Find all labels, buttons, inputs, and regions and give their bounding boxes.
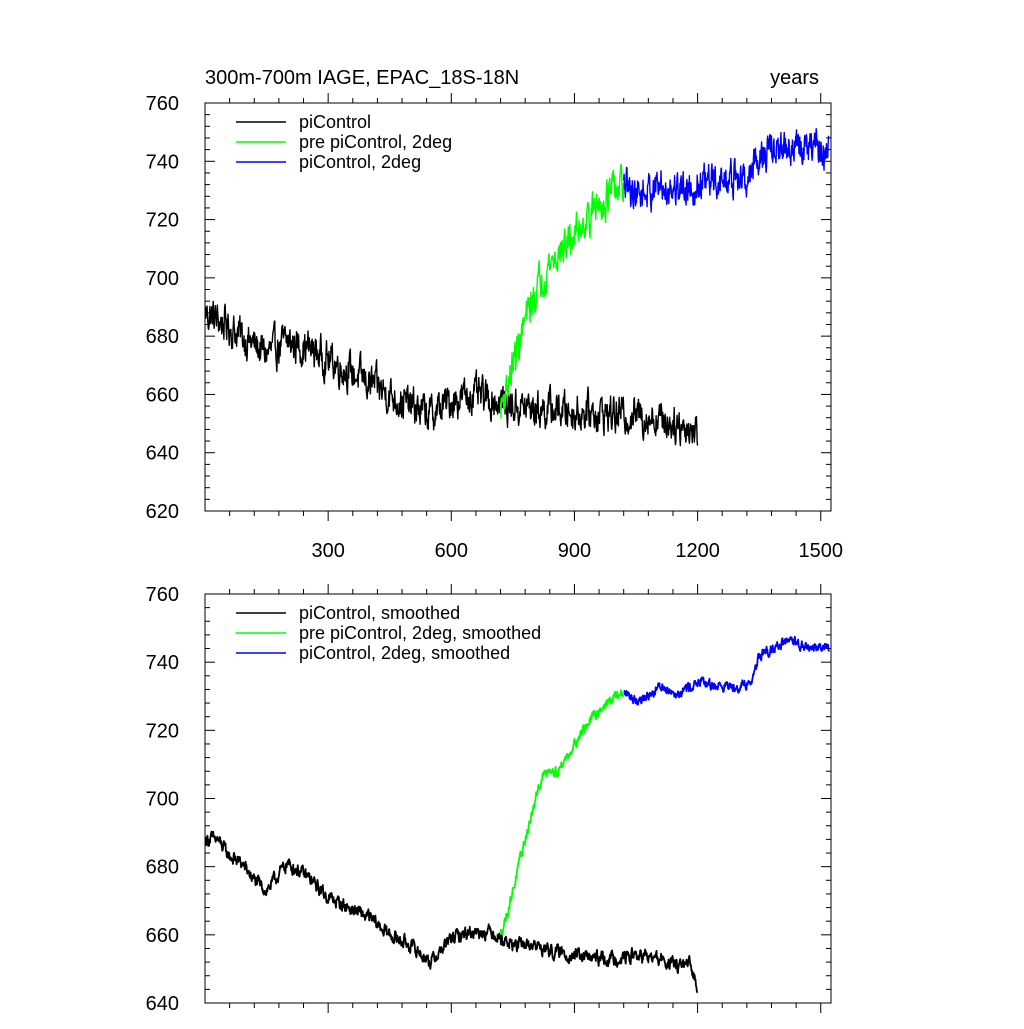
y-tick-label: 740 (146, 652, 179, 674)
y-tick-label: 620 (146, 501, 179, 523)
series-line-3 (623, 635, 830, 706)
legend-label-1: piControl, smoothed (299, 603, 460, 623)
legend-label-3: piControl, 2deg (299, 152, 421, 172)
series-line-1 (205, 830, 699, 994)
series-line-3 (623, 128, 830, 213)
y-tick-label: 700 (146, 789, 179, 811)
series-line-1 (205, 300, 699, 447)
y-tick-label: 660 (146, 384, 179, 406)
y-tick-label: 640 (146, 993, 179, 1015)
y-tick-label: 760 (146, 584, 179, 606)
legend-label-2: pre piControl, 2deg (299, 132, 452, 152)
series-line-2 (499, 163, 625, 419)
legend-label-3: piControl, 2deg, smoothed (299, 643, 510, 663)
y-tick-label: 680 (146, 857, 179, 879)
chart-panel-1: 620 640 660 680 700 720 740 760 300 600 900 1200 150… (146, 67, 843, 562)
y-tick-label: 680 (146, 326, 179, 348)
x-tick-label: 1500 (798, 540, 843, 562)
plot-frame (204, 102, 832, 512)
chart-title: 300m-700m IAGE, EPAC_18S-18N (205, 67, 519, 89)
y-tick-label: 740 (146, 151, 179, 173)
series-line-2 (499, 689, 625, 936)
legend-label-2: pre piControl, 2deg, smoothed (299, 623, 541, 643)
x-tick-label: 900 (558, 540, 591, 562)
y-tick-label: 720 (146, 720, 179, 742)
legend-label-1: piControl (299, 112, 371, 132)
y-tick-label: 660 (146, 925, 179, 947)
y-tick-label: 760 (146, 93, 179, 115)
chart-title-right: years (770, 67, 819, 89)
y-tick-label: 640 (146, 443, 179, 465)
chart-panel-2: 640 660 680 700 720 740 760 piControl, smoothed… (146, 584, 832, 1015)
y-tick-label: 700 (146, 268, 179, 290)
y-tick-label: 720 (146, 210, 179, 232)
x-tick-label: 1200 (675, 540, 720, 562)
x-tick-label: 300 (311, 540, 344, 562)
x-tick-label: 600 (435, 540, 468, 562)
